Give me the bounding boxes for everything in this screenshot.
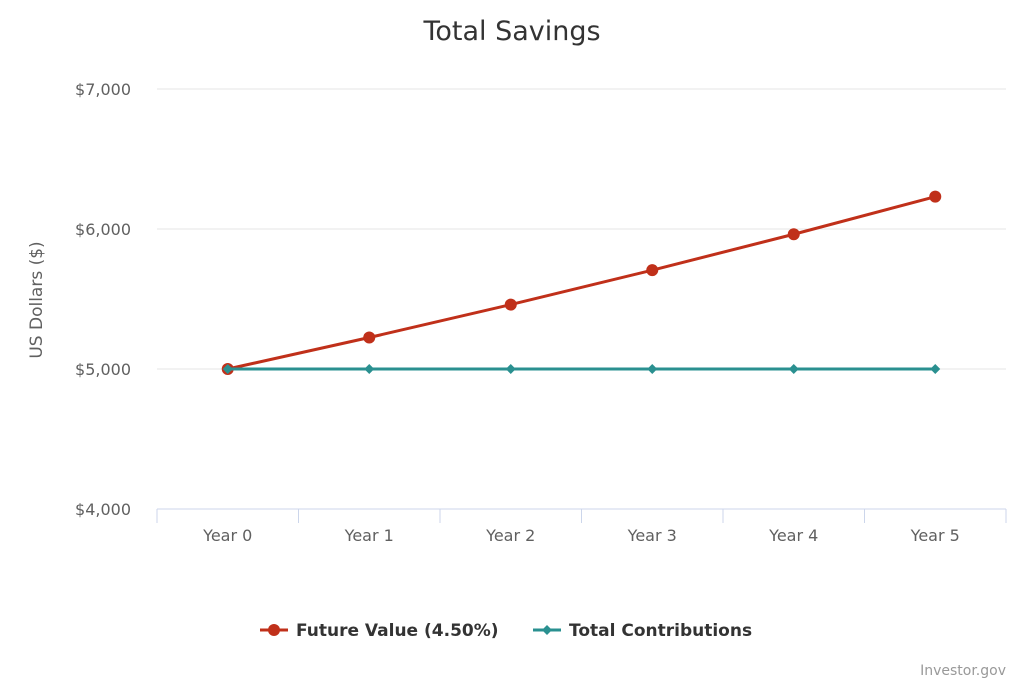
- x-tick-label: Year 3: [627, 526, 677, 545]
- series-area: [221, 190, 942, 375]
- x-tick-label: Year 0: [202, 526, 252, 545]
- data-point[interactable]: [222, 364, 233, 374]
- legend-label: Future Value (4.50%): [296, 621, 499, 641]
- series-total-contributions: [222, 364, 941, 374]
- legend-marker-icon: [268, 624, 280, 636]
- gridlines: [157, 88, 1006, 370]
- data-point[interactable]: [505, 364, 516, 374]
- x-axis: Year 0 Year 1 Year 2 Year 3 Year 4 Year 5: [156, 508, 1007, 545]
- data-point[interactable]: [364, 364, 375, 374]
- legend-label: Total Contributions: [569, 621, 752, 641]
- data-point[interactable]: [787, 228, 800, 241]
- data-point[interactable]: [504, 298, 517, 311]
- x-tick-label: Year 5: [910, 526, 960, 545]
- y-tick-label: $6,000: [75, 220, 131, 239]
- data-point[interactable]: [788, 364, 799, 374]
- data-point[interactable]: [646, 264, 659, 277]
- data-point[interactable]: [647, 364, 658, 374]
- y-tick-label: $4,000: [75, 500, 131, 519]
- x-tick-label: Year 1: [344, 526, 394, 545]
- data-point[interactable]: [929, 190, 942, 203]
- legend-item[interactable]: Future Value (4.50%): [260, 621, 499, 641]
- data-point[interactable]: [930, 364, 941, 374]
- credits-link[interactable]: Investor.gov: [920, 663, 1006, 679]
- x-tick-label: Year 2: [485, 526, 535, 545]
- x-tick-label: Year 4: [768, 526, 818, 545]
- y-axis: $4,000 $5,000 $6,000 $7,000: [75, 80, 131, 519]
- legend-item[interactable]: Total Contributions: [533, 621, 752, 641]
- y-axis-title: US Dollars ($): [27, 241, 47, 358]
- legend[interactable]: Future Value (4.50%) Total Contributions: [260, 621, 752, 641]
- series-future-value: [221, 190, 942, 375]
- data-point[interactable]: [363, 331, 376, 344]
- y-tick-label: $5,000: [75, 360, 131, 379]
- legend-marker-icon: [542, 625, 552, 635]
- chart-title: Total Savings: [422, 16, 600, 47]
- y-tick-label: $7,000: [75, 80, 131, 99]
- series-line: [227, 195, 936, 371]
